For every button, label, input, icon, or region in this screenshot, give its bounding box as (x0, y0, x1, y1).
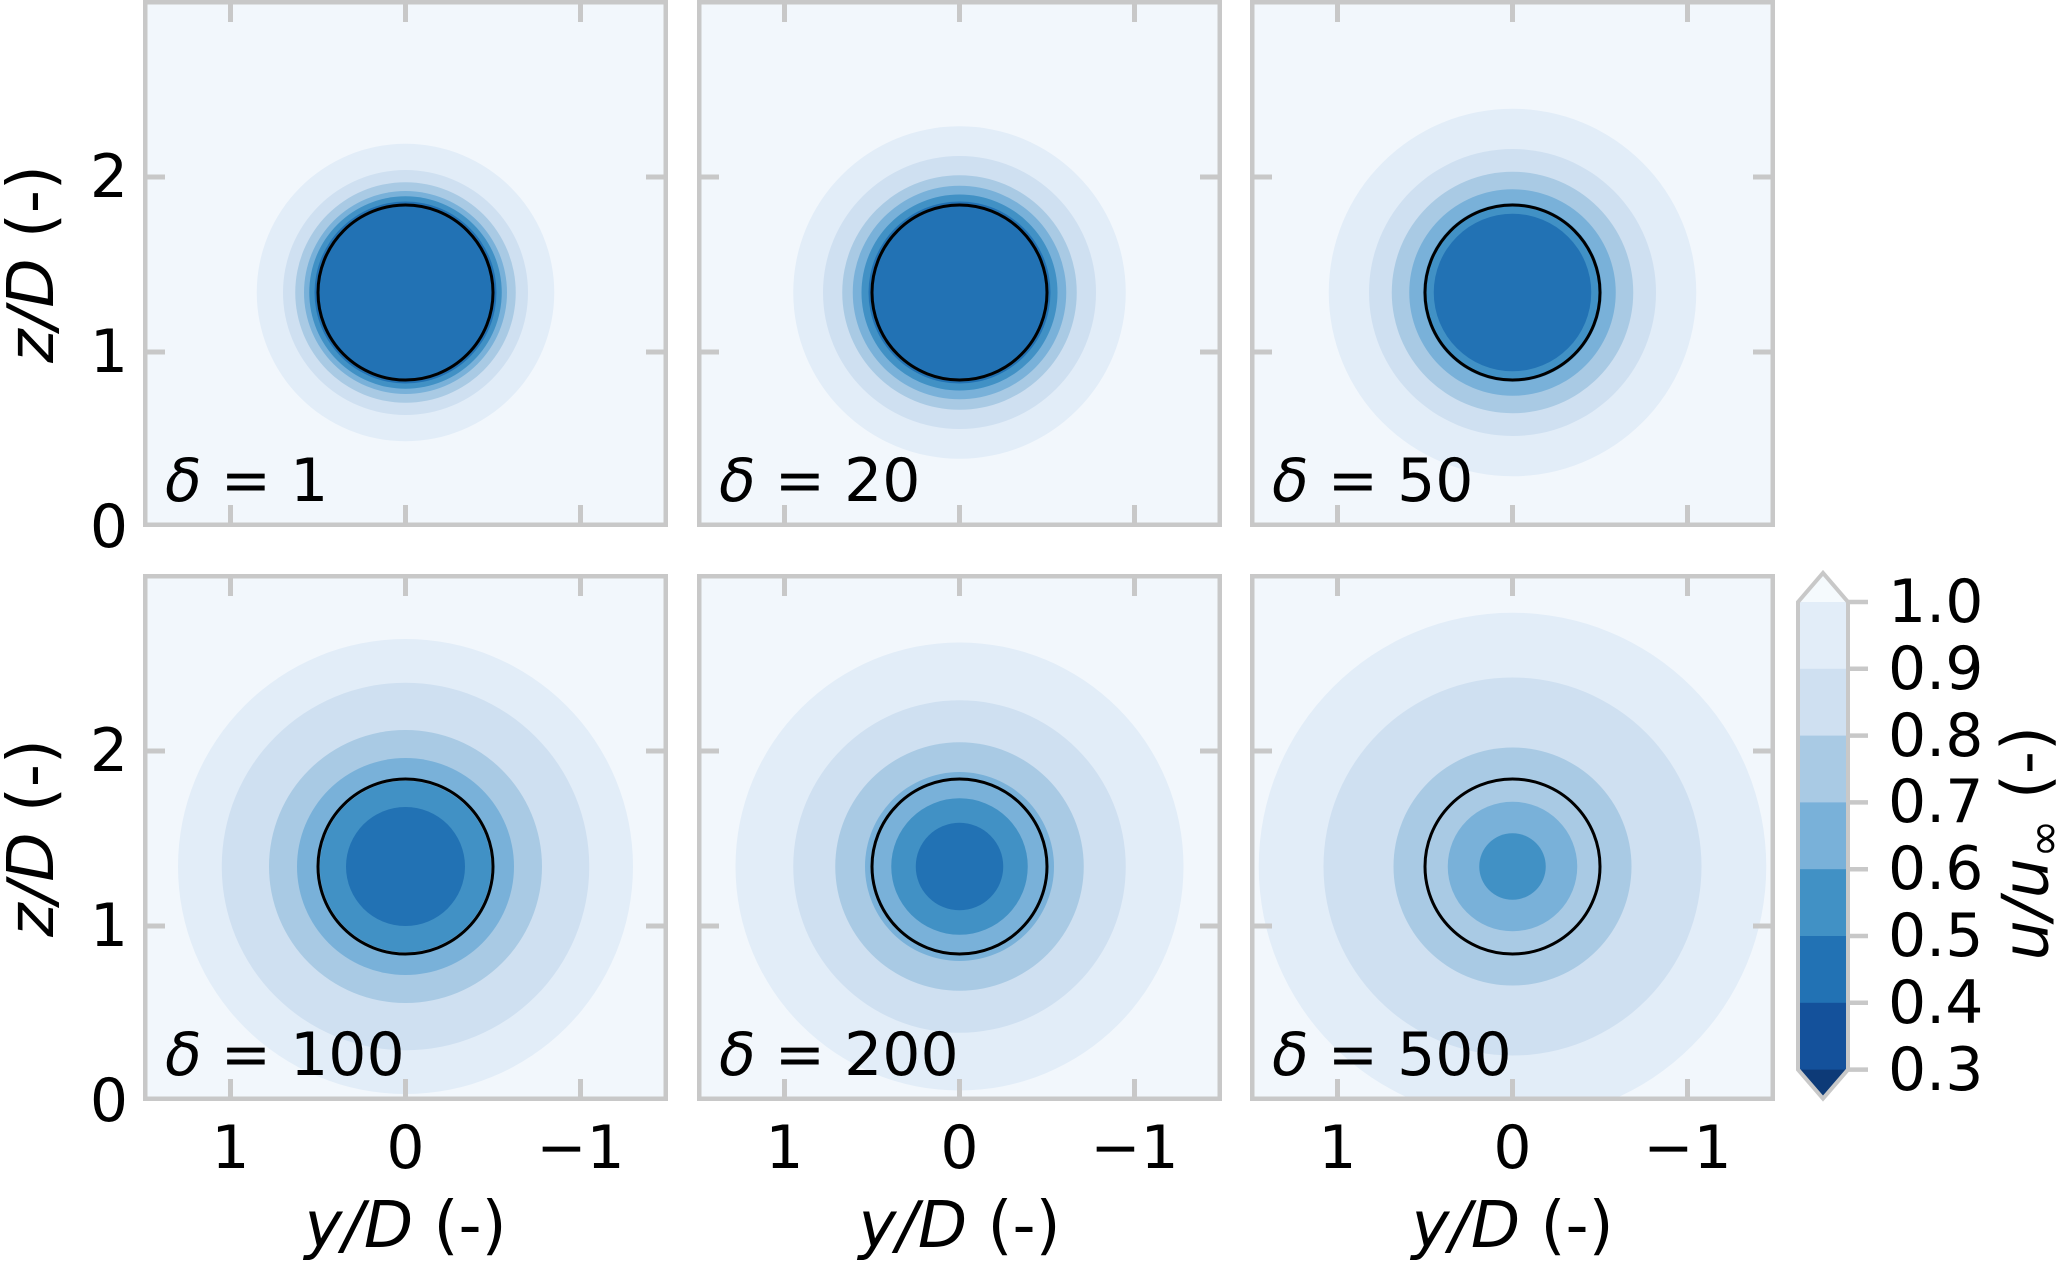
rotor-outline (870, 777, 1049, 956)
rotor-outline (1423, 777, 1602, 956)
x-axis-label-math: y/D (1411, 1189, 1521, 1263)
x-tick-label: −1 (536, 1113, 625, 1183)
rotor-outline (870, 203, 1049, 382)
x-tick-label: 1 (765, 1113, 804, 1183)
delta-symbol: δ (719, 446, 756, 516)
y-axis-label: z/D (-) (0, 134, 69, 394)
rotor-outline (1423, 203, 1602, 382)
x-axis-label: y/D (-) (276, 1192, 536, 1260)
colorbar-segment (1798, 602, 1848, 670)
colorbar-extend-over (1798, 573, 1848, 602)
contour-plot-delta-500 (1250, 574, 1775, 1101)
delta-symbol: δ (1272, 1020, 1309, 1090)
y-tick-label: 0 (89, 492, 128, 562)
colorbar-segment (1798, 936, 1848, 1004)
colorbar (1796, 569, 1868, 1102)
x-axis-label: y/D (-) (1383, 1192, 1643, 1260)
colorbar-tick-label: 0.4 (1888, 967, 1984, 1038)
delta-annotation: δ = 200 (719, 1020, 959, 1090)
y-tick-label: 1 (89, 891, 128, 961)
colorbar-tick-label: 1.0 (1888, 567, 1984, 637)
x-tick-label: −1 (1643, 1113, 1732, 1183)
y-axis-label-math: z/D (0, 257, 69, 363)
contour-band-0.4-0.5 (1433, 213, 1592, 372)
colorbar-label-unit: (-) (1989, 726, 2064, 800)
rotor-outline (316, 203, 495, 382)
contour-plot-delta-1 (143, 0, 668, 527)
axes-spines (143, 0, 668, 527)
y-tick-label: 2 (89, 142, 128, 212)
colorbar-tick-label: 0.7 (1888, 767, 1984, 838)
contour-band-0.4-0.5 (868, 201, 1051, 384)
colorbar-segment (1798, 1002, 1848, 1071)
contour-panel-delta-200: δ = 200 (697, 574, 1222, 1101)
x-axis-label-unit: (-) (987, 1189, 1061, 1263)
contour-plot-delta-200 (697, 574, 1222, 1101)
delta-symbol: δ (165, 1020, 202, 1090)
delta-annotation: δ = 20 (719, 446, 921, 516)
x-tick-label: 0 (940, 1113, 979, 1183)
contour-panel-delta-500: δ = 500 (1250, 574, 1775, 1101)
y-tick-label: 2 (89, 716, 128, 786)
y-tick-label: 0 (89, 1066, 128, 1136)
contour-plot-delta-50 (1250, 0, 1775, 527)
colorbar-extend-under (1798, 1069, 1848, 1099)
colorbar-segment (1798, 802, 1848, 870)
y-axis-label-math: z/D (0, 831, 69, 937)
contour-band-0.4-0.5 (346, 807, 465, 926)
colorbar-tick-label: 0.6 (1888, 834, 1984, 905)
contour-panel-delta-1: δ = 1 (143, 0, 668, 527)
y-axis-label-unit: (-) (0, 738, 69, 812)
y-axis-label: z/D (-) (0, 708, 69, 968)
contour-plot-delta-20 (697, 0, 1222, 527)
x-axis-label-unit: (-) (433, 1189, 507, 1263)
x-tick-label: 1 (211, 1113, 250, 1183)
contour-plot-delta-100 (143, 574, 668, 1101)
delta-annotation: δ = 50 (1272, 446, 1474, 516)
colorbar-segment (1798, 735, 1848, 804)
delta-annotation: δ = 500 (1272, 1020, 1512, 1090)
axes-spines (1250, 0, 1775, 527)
colorbar-label-subscript: ∞ (2016, 819, 2067, 858)
x-tick-label: 0 (386, 1113, 425, 1183)
x-axis-label-unit: (-) (1540, 1189, 1614, 1263)
x-tick-label: 1 (1318, 1113, 1357, 1183)
delta-symbol: δ (165, 446, 202, 516)
delta-annotation: δ = 100 (165, 1020, 405, 1090)
x-tick-label: 0 (1493, 1113, 1532, 1183)
delta-symbol: δ (1272, 446, 1309, 516)
contour-panel-delta-100: δ = 100 (143, 574, 668, 1101)
x-axis-label-math: y/D (304, 1189, 414, 1263)
colorbar-segment (1798, 869, 1848, 937)
colorbar-axis-label: u/u∞ (-) (1989, 713, 2067, 973)
x-axis-label-math: y/D (858, 1189, 968, 1263)
axes-spines (697, 574, 1222, 1101)
axes-spines (143, 574, 668, 1101)
y-tick-label: 1 (89, 317, 128, 387)
delta-annotation: δ = 1 (165, 446, 329, 516)
contour-band-0.5-0.6 (1479, 833, 1546, 900)
axes-spines (697, 0, 1222, 527)
contour-panel-delta-20: δ = 20 (697, 0, 1222, 527)
x-tick-label: −1 (1090, 1113, 1179, 1183)
colorbar-label-math: u/u (1989, 857, 2064, 961)
colorbar-tick-label: 0.3 (1888, 1034, 1984, 1105)
axes-spines (1250, 574, 1775, 1101)
colorbar-tick-label: 0.5 (1888, 901, 1984, 971)
colorbar-tick-label: 0.9 (1888, 633, 1984, 704)
x-axis-label: y/D (-) (830, 1192, 1090, 1260)
contour-panel-delta-50: δ = 50 (1250, 0, 1775, 527)
colorbar-segment (1798, 668, 1848, 737)
delta-symbol: δ (719, 1020, 756, 1090)
contour-band-0.4-0.5 (314, 201, 497, 384)
y-axis-label-unit: (-) (0, 164, 69, 238)
contour-band-0.4-0.5 (915, 822, 1004, 911)
rotor-outline (316, 777, 495, 956)
colorbar-tick-label: 0.8 (1888, 700, 1984, 771)
